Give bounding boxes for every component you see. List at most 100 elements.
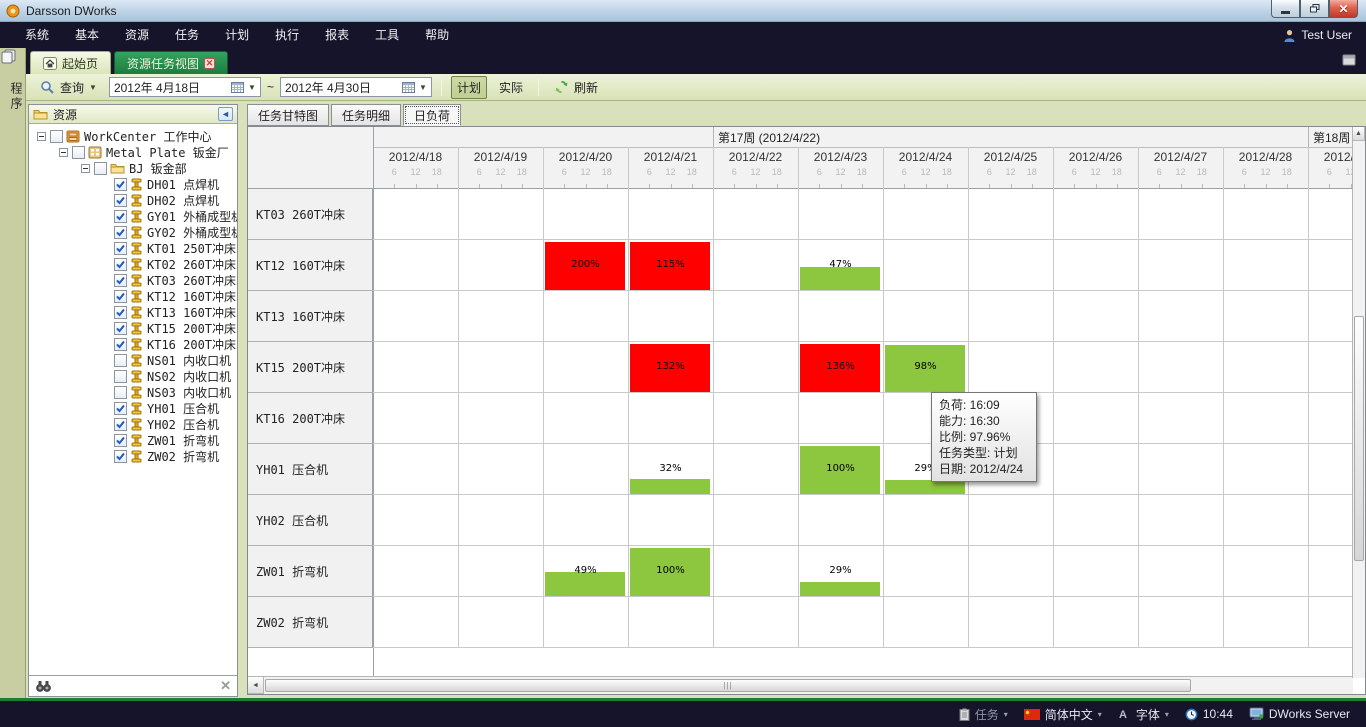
menu-item-帮助[interactable]: 帮助 — [425, 28, 450, 42]
menu-item-报表[interactable]: 报表 — [325, 28, 350, 42]
load-bar[interactable] — [800, 267, 880, 290]
tree-item[interactable]: KT16 200T冲床 — [29, 336, 237, 352]
tree-checkbox[interactable] — [72, 145, 85, 159]
tree-item[interactable]: KT13 160T冲床 — [29, 304, 237, 320]
tree-item[interactable]: NS02 内收口机 — [29, 368, 237, 384]
tree-checkbox[interactable] — [114, 449, 127, 463]
load-bar[interactable] — [630, 242, 710, 290]
tree-item[interactable]: YH02 压合机 — [29, 416, 237, 432]
tree-checkbox[interactable] — [114, 321, 127, 335]
menu-item-系统[interactable]: 系统 — [25, 28, 50, 42]
restore-button[interactable] — [1300, 0, 1329, 18]
collapse-sidebar-button[interactable]: ◄ — [218, 107, 233, 121]
load-bar[interactable] — [630, 344, 710, 392]
query-button[interactable]: 查询 ▼ — [34, 76, 103, 99]
tree-checkbox[interactable] — [114, 353, 127, 367]
load-bar[interactable] — [545, 242, 625, 290]
status-item[interactable]: DWorks Server — [1249, 707, 1350, 721]
view-tab[interactable]: 任务甘特图 — [247, 104, 330, 126]
tree-checkbox[interactable] — [114, 193, 127, 207]
tree-item[interactable]: ZW02 折弯机 — [29, 448, 237, 464]
scroll-up-button[interactable]: ▲ — [1353, 127, 1365, 141]
tree-item[interactable]: Metal Plate 钣金厂 — [29, 144, 237, 160]
actual-toggle-button[interactable]: 实际 — [493, 76, 529, 99]
view-tab[interactable]: 任务明细 — [331, 104, 402, 126]
tree-item[interactable]: WorkCenter 工作中心 — [29, 128, 237, 144]
document-tab[interactable]: 起始页 — [30, 51, 112, 74]
horizontal-scrollbar[interactable]: ◄ ||| — [248, 676, 1353, 694]
tree-checkbox[interactable] — [114, 273, 127, 287]
user-indicator[interactable]: Test User — [1283, 22, 1352, 48]
chevron-down-icon[interactable]: ▾ — [1097, 709, 1102, 719]
tree-checkbox[interactable] — [114, 433, 127, 447]
tree-item[interactable]: ZW01 折弯机 — [29, 432, 237, 448]
tree-checkbox[interactable] — [114, 209, 127, 223]
vertical-scroll-thumb[interactable] — [1354, 316, 1364, 561]
tree-item[interactable]: KT02 260T冲床 — [29, 256, 237, 272]
view-tab[interactable]: 日负荷 — [403, 104, 462, 126]
status-item[interactable]: 任务 ▾ — [959, 706, 1008, 723]
calendar-icon[interactable] — [402, 81, 416, 93]
tree-item[interactable]: KT12 160T冲床 — [29, 288, 237, 304]
tree-checkbox[interactable] — [50, 129, 63, 143]
tree-item[interactable]: DH02 点焊机 — [29, 192, 237, 208]
menu-item-执行[interactable]: 执行 — [275, 28, 300, 42]
tree-checkbox[interactable] — [114, 177, 127, 191]
tree-checkbox[interactable] — [114, 401, 127, 415]
menu-item-计划[interactable]: 计划 — [225, 28, 250, 42]
tree-item[interactable]: DH01 点焊机 — [29, 176, 237, 192]
tree-checkbox[interactable] — [114, 305, 127, 319]
tree-item[interactable]: BJ 钣金部 — [29, 160, 237, 176]
dock-tab-program[interactable]: 程序 — [9, 82, 23, 112]
window-list-icon[interactable] — [1342, 54, 1356, 69]
status-item[interactable]: 简体中文 ▾ — [1023, 706, 1102, 723]
date-from-field[interactable]: 2012年 4月18日 ▼ — [108, 77, 261, 97]
tree-expander-icon[interactable] — [81, 163, 90, 173]
tree-checkbox[interactable] — [94, 161, 107, 175]
tree-expander-icon[interactable] — [37, 131, 46, 141]
scroll-left-button[interactable]: ◄ — [248, 677, 264, 694]
load-bar[interactable] — [885, 480, 965, 494]
close-search-icon[interactable]: ✕ — [220, 678, 231, 693]
tree-checkbox[interactable] — [114, 337, 127, 351]
tree-checkbox[interactable] — [114, 257, 127, 271]
tree-expander-icon[interactable] — [59, 147, 68, 157]
tree-item[interactable]: NS03 内收口机 — [29, 384, 237, 400]
menu-item-任务[interactable]: 任务 — [175, 28, 200, 42]
load-bar[interactable] — [800, 446, 880, 494]
date-to-field[interactable]: 2012年 4月30日 ▼ — [279, 77, 432, 97]
tree-item[interactable]: GY02 外桶成型机 — [29, 224, 237, 240]
close-button[interactable]: ✕ — [1329, 0, 1358, 18]
chevron-down-icon[interactable]: ▼ — [419, 82, 427, 92]
chevron-down-icon[interactable]: ▼ — [248, 82, 256, 92]
tree-checkbox[interactable] — [114, 241, 127, 255]
load-bar[interactable] — [630, 479, 710, 494]
horizontal-scroll-thumb[interactable]: ||| — [265, 679, 1191, 692]
status-item[interactable]: 10:44 — [1185, 707, 1233, 721]
menu-item-工具[interactable]: 工具 — [375, 28, 400, 42]
close-tab-icon[interactable]: ✕ — [204, 57, 216, 69]
load-bar[interactable] — [630, 548, 710, 596]
tree-item[interactable]: NS01 内收口机 — [29, 352, 237, 368]
chevron-down-icon[interactable]: ▾ — [1003, 709, 1008, 719]
tree-item[interactable]: KT15 200T冲床 — [29, 320, 237, 336]
tree-item[interactable]: KT01 250T冲床 — [29, 240, 237, 256]
tree-checkbox[interactable] — [114, 369, 127, 383]
load-bar[interactable] — [545, 572, 625, 596]
tree-item[interactable]: GY01 外桶成型机 — [29, 208, 237, 224]
load-bar[interactable] — [800, 344, 880, 392]
menu-item-基本[interactable]: 基本 — [75, 28, 100, 42]
tree-item[interactable]: KT03 260T冲床 — [29, 272, 237, 288]
chevron-down-icon[interactable]: ▾ — [1164, 709, 1169, 719]
tree-checkbox[interactable] — [114, 385, 127, 399]
menu-item-资源[interactable]: 资源 — [125, 28, 150, 42]
document-tab[interactable]: 资源任务视图 ✕ — [114, 51, 229, 74]
status-item[interactable]: A 字体 ▾ — [1118, 706, 1169, 723]
stacked-windows-icon[interactable] — [0, 49, 17, 68]
binoculars-icon[interactable] — [35, 680, 52, 693]
load-bar[interactable] — [885, 345, 965, 392]
minimize-button[interactable] — [1271, 0, 1300, 18]
refresh-button[interactable]: 刷新 — [548, 76, 604, 99]
tree-checkbox[interactable] — [114, 225, 127, 239]
tree-checkbox[interactable] — [114, 417, 127, 431]
